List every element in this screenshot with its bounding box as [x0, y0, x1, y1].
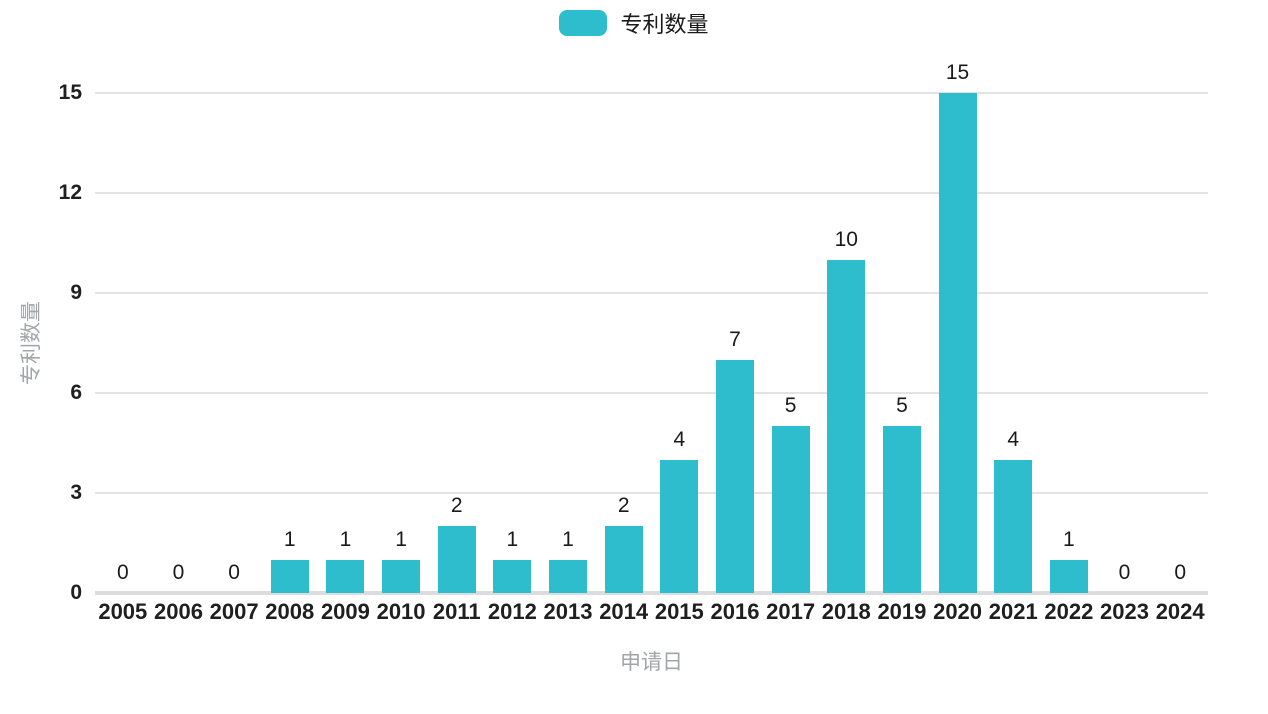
bar: [604, 526, 643, 593]
bar-value-label: 1: [1063, 527, 1075, 551]
bar: [382, 559, 421, 593]
bar: [1049, 559, 1088, 593]
bar-value-label: 0: [228, 561, 240, 584]
y-tick-label: 0: [70, 581, 82, 604]
bar: [994, 459, 1033, 593]
bar-value-label: 2: [450, 494, 463, 518]
bar: [938, 93, 977, 593]
gridline: [95, 392, 1208, 394]
bar-value-label: 4: [1007, 427, 1020, 451]
x-tick-label: 2005: [98, 599, 148, 624]
x-axis-title: 申请日: [620, 651, 683, 674]
x-tick-label: 2019: [877, 599, 927, 624]
bar: [493, 559, 532, 593]
legend-item[interactable]: 专利数量: [0, 8, 1268, 38]
bar: [660, 459, 699, 593]
legend-label: 专利数量: [620, 12, 709, 37]
bar-value-label: 10: [834, 227, 858, 251]
bar-value-label: 0: [1118, 561, 1131, 584]
bar-value-label: 4: [673, 427, 686, 451]
x-tick-label: 2015: [654, 599, 704, 624]
x-tick-label: 2009: [320, 599, 370, 624]
x-axis-tick-labels: 2005 2006 2007 2008 2009 2010 2011 2012 2013 2014…: [95, 599, 1208, 627]
x-tick-label: 2024: [1155, 599, 1205, 624]
x-axis-line: [95, 591, 1208, 595]
bar-value-label: 1: [339, 527, 352, 551]
x-tick-label: 2008: [265, 599, 315, 624]
x-tick-label: 2016: [710, 599, 760, 624]
bar: [882, 426, 921, 593]
x-tick-label: 2014: [599, 599, 649, 624]
gridline: [95, 92, 1208, 94]
bar-value-label: 1: [395, 527, 407, 551]
y-tick-label: 15: [58, 81, 82, 104]
x-tick-label: 2010: [376, 599, 426, 624]
y-tick-label: 6: [70, 381, 82, 404]
bar: [771, 426, 810, 593]
bar-value-label: 7: [729, 327, 741, 351]
bar-value-label: 0: [172, 561, 185, 584]
legend-swatch-icon: [559, 10, 608, 36]
x-tick-label: 2023: [1100, 599, 1149, 624]
x-tick-label: 2012: [487, 599, 537, 624]
bar: [715, 359, 754, 593]
x-tick-label: 2011: [432, 599, 481, 624]
bar-value-label: 2: [617, 494, 630, 518]
bar: [549, 559, 588, 593]
y-tick-label: 12: [58, 181, 82, 204]
x-tick-label: 2020: [933, 599, 983, 624]
bar-value-label: 5: [784, 394, 797, 418]
bar-value-label: 0: [1174, 561, 1187, 584]
y-tick-label: 9: [70, 281, 82, 304]
bars-layer: 0 0 0 1 1 1 2 1 1 2 4 7 5 10 5 15 4 1 0 0: [95, 61, 1208, 593]
x-tick-label: 2017: [766, 599, 816, 624]
x-tick-label: 2013: [543, 599, 593, 624]
gridline: [95, 492, 1208, 494]
x-tick-label: 2022: [1044, 599, 1094, 624]
y-axis-tick-labels: 0 3 6 9 12 15: [0, 81, 82, 604]
bar-value-label: 1: [506, 527, 519, 551]
bar-value-label: 1: [562, 527, 574, 551]
bar-value-label: 15: [945, 61, 970, 84]
x-tick-label: 2007: [209, 599, 259, 624]
gridline: [95, 292, 1208, 294]
bar: [326, 559, 365, 593]
grid-layer: [95, 92, 1208, 595]
x-tick-label: 2021: [988, 599, 1038, 624]
y-tick-label: 3: [70, 481, 82, 504]
bar: [270, 559, 309, 593]
x-tick-label: 2018: [821, 599, 871, 624]
bar: [437, 526, 476, 593]
bar-value-label: 5: [896, 394, 908, 418]
plot-area: 0 0 0 1 1 1 2 1 1 2 4 7 5 10 5 15 4 1 0 0: [95, 61, 1208, 595]
gridline: [95, 192, 1208, 194]
bar: [827, 259, 866, 593]
x-tick-label: 2006: [153, 599, 203, 624]
bar-value-label: 1: [283, 527, 296, 551]
bar-value-label: 0: [116, 561, 129, 584]
